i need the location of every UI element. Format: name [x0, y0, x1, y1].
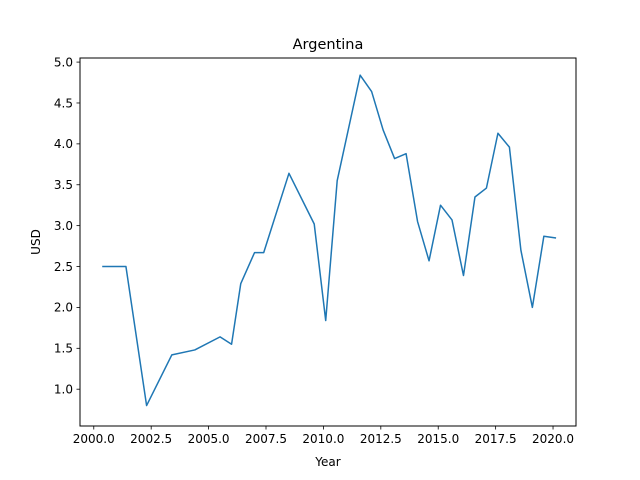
x-tick-label: 2015.0 [417, 432, 459, 446]
x-tick-label: 2005.0 [188, 432, 230, 446]
y-tick-label: 2.5 [54, 260, 73, 274]
y-tick-label: 1.0 [54, 383, 73, 397]
y-tick-label: 4.0 [54, 137, 73, 151]
y-tick-label: 3.5 [54, 178, 73, 192]
x-tick-label: 2007.5 [245, 432, 287, 446]
y-axis: 1.0 1.5 2.0 2.5 3.0 3.5 4.0 4.5 5.0 [54, 55, 80, 397]
y-tick-label: 3.0 [54, 219, 73, 233]
plot-frame [79, 57, 577, 427]
x-tick-label: 2020.0 [532, 432, 574, 446]
x-tick-label: 2012.5 [360, 432, 402, 446]
x-axis-label: Year [314, 455, 340, 469]
chart-title: Argentina [293, 37, 364, 53]
y-tick-label: 4.5 [54, 96, 73, 110]
x-tick-label: 2000.0 [73, 432, 115, 446]
series-line-0 [102, 74, 557, 407]
y-tick-label: 2.0 [54, 301, 73, 315]
x-tick-label: 2002.5 [130, 432, 172, 446]
x-tick-label: 2017.5 [475, 432, 517, 446]
x-axis: 2000.0 2002.5 2005.0 2007.5 2010.0 2012.5 2015… [73, 426, 574, 446]
y-axis-label: USD [29, 229, 43, 255]
series-layer [102, 74, 557, 407]
x-tick-label: 2010.0 [302, 432, 344, 446]
y-tick-label: 5.0 [54, 55, 73, 69]
y-tick-label: 1.5 [54, 342, 73, 356]
